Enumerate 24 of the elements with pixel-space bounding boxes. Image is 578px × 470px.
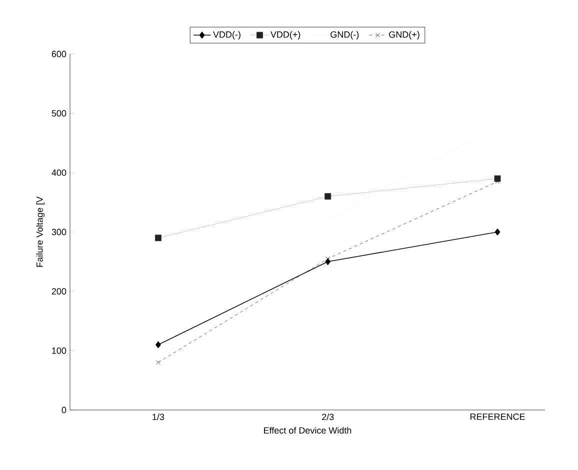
point bbox=[495, 179, 500, 184]
x-tick-label: 2/3 bbox=[322, 414, 334, 420]
point bbox=[155, 234, 162, 242]
y-tick-label: 600 bbox=[52, 50, 66, 58]
point bbox=[156, 341, 161, 348]
point bbox=[156, 360, 161, 365]
y-tick-label: 200 bbox=[52, 288, 66, 295]
x-tick-label: 1/3 bbox=[152, 414, 164, 420]
legend-label: GND(+) bbox=[389, 31, 420, 40]
x-tick-label: REFERENCE bbox=[470, 414, 525, 420]
point bbox=[324, 193, 332, 200]
y-tick-label: 100 bbox=[52, 347, 66, 354]
legend-label: VDD(-) bbox=[213, 31, 240, 40]
point bbox=[325, 258, 331, 266]
legend-label: VDD(+) bbox=[270, 31, 300, 40]
y-tick-label: 0 bbox=[62, 406, 66, 414]
y-tick-label: 300 bbox=[52, 228, 66, 236]
y-tick-label: 400 bbox=[52, 169, 66, 176]
legend-label: GND(-) bbox=[330, 31, 359, 40]
x-axis-title: Effect of Device Width bbox=[264, 426, 352, 434]
point bbox=[494, 228, 500, 236]
y-axis-title: Failure Voltage [V bbox=[36, 196, 45, 267]
y-tick-label: 500 bbox=[52, 110, 66, 117]
point bbox=[326, 256, 330, 262]
